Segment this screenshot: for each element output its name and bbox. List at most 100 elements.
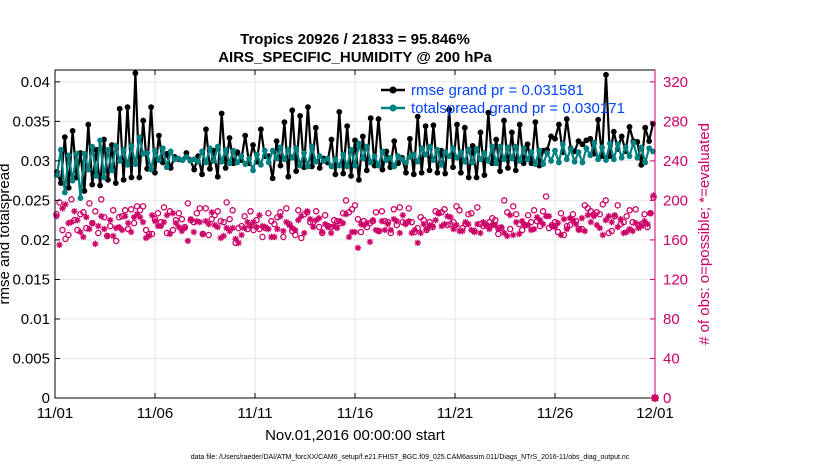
possible-obs-point xyxy=(312,208,320,215)
evaluated-obs-point xyxy=(602,216,609,224)
totalspread-point xyxy=(81,150,88,157)
possible-obs-point xyxy=(241,212,248,220)
rmse-point xyxy=(477,129,484,136)
possible-obs-point xyxy=(109,207,117,214)
evaluated-obs-point xyxy=(175,223,183,231)
x-tick-label: 11/26 xyxy=(537,405,573,422)
totalspread-point xyxy=(414,158,421,165)
totalspread-point xyxy=(273,155,280,162)
evaluated-obs-point xyxy=(59,205,66,212)
evaluated-obs-point xyxy=(339,219,347,227)
evaluated-obs-point xyxy=(498,223,505,231)
evaluated-obs-point xyxy=(530,225,538,233)
y-tick-label: 0.03 xyxy=(21,153,50,170)
evaluated-obs-point xyxy=(310,223,317,231)
totalspread-point xyxy=(226,160,233,167)
evaluated-obs-point xyxy=(608,218,615,226)
totalspread-point xyxy=(520,145,527,152)
evaluated-obs-point xyxy=(262,223,269,231)
totalspread-point xyxy=(650,148,656,155)
evaluated-obs-point xyxy=(86,225,93,233)
evaluated-obs-point xyxy=(312,216,320,224)
rmse-point xyxy=(156,132,162,139)
totalspread-point xyxy=(230,147,237,154)
possible-obs-point xyxy=(441,206,448,213)
series-evaluated xyxy=(53,192,657,252)
totalspread-point xyxy=(642,159,649,166)
rmse-point xyxy=(359,133,366,140)
totalspread-point xyxy=(336,162,343,169)
totalspread-point xyxy=(199,148,205,155)
y-tick-label: 0 xyxy=(42,390,50,407)
evaluated-obs-point xyxy=(274,225,281,233)
totalspread-point xyxy=(324,155,331,162)
possible-obs-point xyxy=(518,226,526,234)
evaluated-obs-point xyxy=(375,227,383,235)
possible-obs-point xyxy=(80,209,87,216)
totalspread-point xyxy=(214,143,221,150)
rmse-point xyxy=(391,138,398,145)
rmse-point xyxy=(461,124,468,131)
rmse-point xyxy=(512,167,519,174)
possible-obs-point xyxy=(202,205,209,212)
totalspread-point xyxy=(108,167,115,174)
evaluated-obs-point xyxy=(118,226,126,234)
evaluated-obs-point xyxy=(229,224,236,232)
totalspread-point xyxy=(312,158,319,165)
evaluated-obs-point xyxy=(235,239,242,247)
evaluated-obs-point xyxy=(510,231,517,239)
possible-obs-point xyxy=(623,212,630,220)
rmse-point xyxy=(575,138,582,145)
rmse-point xyxy=(501,117,507,124)
totalspread-point xyxy=(116,157,123,164)
evaluated-obs-point xyxy=(617,215,624,223)
totalspread-point xyxy=(238,153,245,160)
totalspread-point xyxy=(512,143,519,150)
legend: rmse grand pr = 0.031581 totalspread gra… xyxy=(381,82,625,117)
rmse-point xyxy=(269,175,276,182)
totalspread-point xyxy=(250,167,256,174)
totalspread-point xyxy=(469,159,476,166)
possible-obs-point xyxy=(372,209,380,216)
evaluated-obs-point xyxy=(112,224,120,232)
possible-obs-point xyxy=(196,205,204,212)
evaluated-obs-point xyxy=(336,217,344,225)
evaluated-obs-point xyxy=(53,213,60,220)
evaluated-obs-point xyxy=(166,230,174,238)
evaluated-obs-point xyxy=(187,215,195,223)
possible-obs-point xyxy=(184,200,192,207)
evaluated-obs-point xyxy=(501,229,508,237)
totalspread-point xyxy=(465,146,472,153)
totalspread-point xyxy=(544,150,551,156)
totalspread-point xyxy=(497,143,503,150)
evaluated-obs-point xyxy=(351,228,359,236)
evaluated-obs-point xyxy=(357,220,365,228)
possible-obs-point xyxy=(626,207,633,214)
evaluated-obs-point xyxy=(247,222,254,230)
rmse-point xyxy=(277,162,284,169)
evaluated-obs-point xyxy=(584,212,592,219)
evaluated-obs-point xyxy=(241,224,248,232)
rmse-point xyxy=(89,181,96,188)
evaluated-obs-point xyxy=(495,225,502,233)
rmse-point xyxy=(257,126,264,133)
possible-obs-point xyxy=(68,196,75,203)
totalspread-point xyxy=(610,156,617,163)
totalspread-point xyxy=(359,155,366,162)
evaluated-obs-point xyxy=(486,225,493,233)
possible-obs-point xyxy=(112,237,120,245)
evaluated-obs-point xyxy=(330,222,338,230)
totalspread-point xyxy=(579,159,586,166)
totalspread-point xyxy=(308,143,315,150)
series-layer xyxy=(53,70,659,402)
rmse-point xyxy=(93,146,100,153)
evaluated-obs-point xyxy=(390,215,398,223)
possible-obs-point xyxy=(115,213,123,221)
evaluated-obs-point xyxy=(62,201,69,208)
evaluated-obs-point xyxy=(477,229,484,237)
y-right-tick-label: 40 xyxy=(663,350,680,367)
rmse-point xyxy=(505,165,511,171)
rmse-point xyxy=(136,174,143,181)
evaluated-obs-point xyxy=(89,219,96,227)
evaluated-obs-point xyxy=(124,219,132,227)
